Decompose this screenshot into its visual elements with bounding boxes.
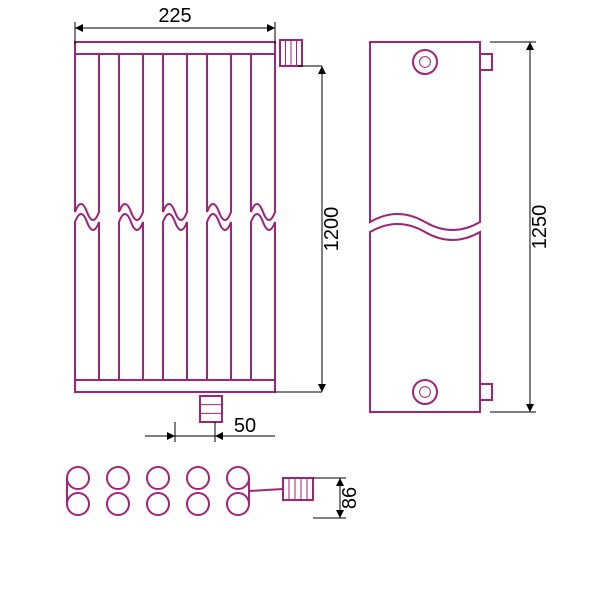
top-view (67, 467, 313, 515)
dim-label: 50 (234, 415, 256, 437)
dim-label: 1200 (321, 207, 343, 252)
front-view (75, 40, 302, 422)
dim-label: 1250 (529, 205, 551, 250)
dim-label: 86 (339, 487, 361, 509)
dim-label: 225 (158, 5, 191, 27)
